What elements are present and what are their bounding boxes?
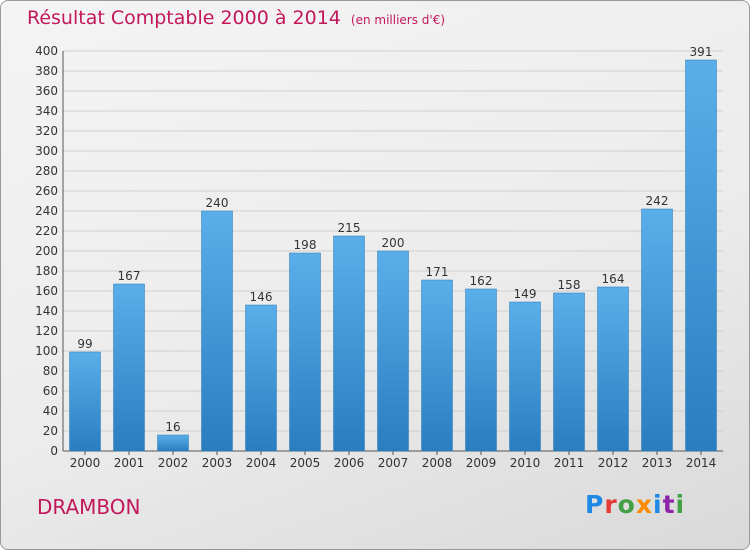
x-tick-label: 2005 xyxy=(290,456,321,470)
x-tick-label: 2012 xyxy=(598,456,629,470)
x-tick-label: 2013 xyxy=(642,456,673,470)
x-tick-label: 2011 xyxy=(554,456,585,470)
chart-title: Résultat Comptable 2000 à 2014 (en millie… xyxy=(27,7,445,29)
proxiti-logo: Proxiti xyxy=(585,490,685,519)
y-tick-label: 400 xyxy=(35,44,58,58)
y-tick-label: 360 xyxy=(35,84,58,98)
bar xyxy=(201,210,233,452)
data-label: 242 xyxy=(646,194,669,208)
y-tick-label: 300 xyxy=(35,144,58,158)
bar xyxy=(157,434,189,452)
y-tick-label: 220 xyxy=(35,224,58,238)
data-label: 158 xyxy=(558,278,581,292)
bar xyxy=(69,351,101,452)
bar xyxy=(289,252,321,452)
x-tick-label: 2006 xyxy=(334,456,365,470)
y-tick-label: 160 xyxy=(35,284,58,298)
y-tick-label: 60 xyxy=(43,384,58,398)
bar xyxy=(421,279,453,452)
logo-letter: o xyxy=(617,490,636,519)
logo-letter: x xyxy=(635,490,653,519)
y-tick-label: 260 xyxy=(35,184,58,198)
data-label: 146 xyxy=(250,290,273,304)
x-tick-label: 2002 xyxy=(158,456,189,470)
y-tick-label: 320 xyxy=(35,124,58,138)
data-label: 164 xyxy=(602,272,625,286)
title-subtitle: (en milliers d'€) xyxy=(350,13,446,27)
data-label: 200 xyxy=(382,236,405,250)
y-tick-label: 380 xyxy=(35,64,58,78)
data-label: 99 xyxy=(77,337,92,351)
y-tick-label: 280 xyxy=(35,164,58,178)
logo-letter: t xyxy=(662,490,676,519)
y-tick-label: 340 xyxy=(35,104,58,118)
bar xyxy=(113,283,145,452)
logo-letter: r xyxy=(604,490,618,519)
bar xyxy=(377,250,409,452)
y-tick-label: 240 xyxy=(35,204,58,218)
x-tick-label: 2010 xyxy=(510,456,541,470)
bar xyxy=(245,304,277,452)
logo-letter: i xyxy=(675,490,686,519)
y-tick-label: 200 xyxy=(35,244,58,258)
y-tick-label: 120 xyxy=(35,324,58,338)
y-tick-label: 0 xyxy=(50,444,58,458)
y-tick-label: 20 xyxy=(43,424,58,438)
x-tick-label: 2007 xyxy=(378,456,409,470)
x-tick-label: 2004 xyxy=(246,456,277,470)
title-main: Résultat Comptable 2000 à 2014 xyxy=(27,7,341,29)
y-tick-label: 100 xyxy=(35,344,58,358)
bar xyxy=(553,292,585,452)
x-tick-label: 2009 xyxy=(466,456,497,470)
logo-letter: P xyxy=(585,490,605,519)
x-tick-label: 2008 xyxy=(422,456,453,470)
x-tick-label: 2000 xyxy=(70,456,101,470)
y-tick-label: 140 xyxy=(35,304,58,318)
y-tick-label: 40 xyxy=(43,404,58,418)
logo-letter: i xyxy=(653,490,663,519)
data-label: 215 xyxy=(338,221,361,235)
data-label: 167 xyxy=(118,269,141,283)
bar xyxy=(333,235,365,452)
bar xyxy=(641,208,673,452)
data-label: 162 xyxy=(470,274,493,288)
bar xyxy=(509,301,541,452)
data-label: 149 xyxy=(514,287,537,301)
bar xyxy=(685,59,717,452)
x-tick-label: 2001 xyxy=(114,456,145,470)
data-label: 16 xyxy=(165,420,180,434)
x-tick-label: 2003 xyxy=(202,456,233,470)
data-label: 171 xyxy=(426,265,449,279)
data-label: 391 xyxy=(690,45,713,59)
data-label: 240 xyxy=(206,196,229,210)
bar xyxy=(597,286,629,452)
bar xyxy=(465,288,497,452)
commune-name: DRAMBON xyxy=(37,495,141,519)
data-label: 198 xyxy=(294,238,317,252)
x-tick-label: 2014 xyxy=(686,456,717,470)
y-tick-label: 180 xyxy=(35,264,58,278)
y-tick-label: 80 xyxy=(43,364,58,378)
